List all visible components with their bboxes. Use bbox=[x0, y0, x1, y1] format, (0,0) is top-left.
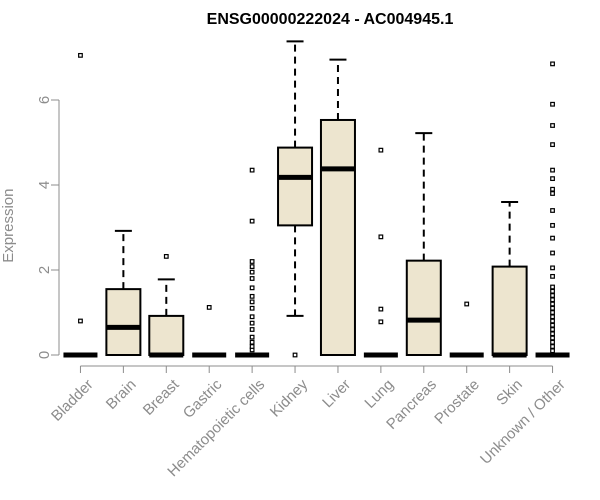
outlier-point bbox=[378, 147, 384, 153]
outlier-point bbox=[78, 52, 83, 58]
outlier-point bbox=[550, 318, 555, 324]
outlier-point bbox=[550, 344, 555, 349]
outlier-point bbox=[550, 61, 555, 67]
outlier-point bbox=[378, 234, 384, 240]
x-tick-label: Liver bbox=[319, 376, 354, 411]
outlier-point bbox=[550, 208, 555, 213]
box-series bbox=[63, 40, 570, 358]
outlier-point bbox=[550, 222, 555, 228]
box-kidney bbox=[277, 40, 314, 358]
outlier-point bbox=[550, 235, 555, 241]
outlier-point bbox=[249, 285, 255, 291]
outlier-point bbox=[249, 293, 255, 299]
y-tick-label: 2 bbox=[36, 266, 53, 274]
outlier-point bbox=[249, 276, 255, 281]
outlier-point bbox=[550, 335, 555, 341]
box-skin bbox=[491, 201, 528, 358]
outlier-point bbox=[550, 186, 555, 192]
outlier-point bbox=[249, 314, 255, 320]
box-iqr bbox=[491, 265, 528, 357]
outlier-point bbox=[249, 305, 255, 311]
outlier-point bbox=[550, 176, 555, 182]
outlier-point bbox=[249, 344, 255, 349]
box-unknown-other bbox=[535, 61, 570, 358]
box-pancreas bbox=[405, 132, 442, 356]
outlier-point bbox=[550, 297, 555, 303]
outlier-point bbox=[550, 284, 555, 290]
box-iqr bbox=[105, 288, 142, 356]
outlier-point bbox=[464, 301, 470, 307]
chart-title: ENSG00000222024 - AC004945.1 bbox=[207, 11, 454, 28]
x-tick-label: Lung bbox=[361, 376, 397, 412]
outlier-point bbox=[249, 259, 255, 264]
outlier-point bbox=[550, 167, 555, 173]
outlier-point bbox=[550, 322, 555, 328]
y-tick-label: 0 bbox=[36, 351, 53, 359]
outlier-point bbox=[550, 101, 555, 107]
outlier-point bbox=[249, 320, 255, 326]
box-lung bbox=[363, 147, 398, 358]
y-tick-label: 4 bbox=[36, 181, 53, 189]
box-hematopoietic-cells bbox=[235, 167, 270, 358]
box-bladder bbox=[63, 52, 98, 358]
x-tick-label: Breast bbox=[140, 376, 183, 419]
outlier-point bbox=[550, 293, 555, 298]
outlier-point bbox=[78, 318, 83, 324]
outlier-point bbox=[550, 301, 555, 307]
outlier-point bbox=[249, 299, 255, 305]
x-tick-label: Brain bbox=[103, 376, 140, 413]
box-prostate bbox=[449, 301, 484, 358]
box-iqr bbox=[148, 314, 185, 356]
box-brain bbox=[105, 229, 142, 356]
box-gastric bbox=[192, 305, 227, 358]
x-tick-label: Kidney bbox=[267, 376, 312, 421]
outlier-point bbox=[550, 191, 555, 196]
outlier-point bbox=[292, 352, 298, 358]
x-tick-label: Skin bbox=[493, 376, 526, 409]
outlier-point bbox=[550, 288, 555, 294]
box-liver bbox=[319, 58, 356, 356]
outlier-point bbox=[249, 218, 255, 224]
box-iqr bbox=[319, 118, 356, 356]
outlier-point bbox=[550, 142, 555, 148]
x-tick-label: Prostate bbox=[431, 376, 483, 428]
outlier-point bbox=[550, 327, 555, 332]
outlier-point bbox=[378, 319, 384, 325]
box-iqr bbox=[405, 259, 442, 356]
outlier-point bbox=[550, 265, 555, 271]
outlier-point bbox=[249, 334, 255, 340]
outlier-point bbox=[249, 339, 255, 345]
outlier-point bbox=[249, 264, 255, 269]
y-axis: 0 2 4 6 bbox=[36, 96, 60, 359]
outlier-point bbox=[550, 339, 555, 345]
x-tick-label: Bladder bbox=[48, 376, 97, 425]
outlier-point bbox=[163, 254, 169, 259]
box-iqr bbox=[277, 146, 314, 227]
y-axis-label: Expression bbox=[0, 189, 17, 263]
box-breast bbox=[148, 254, 185, 358]
outlier-point bbox=[378, 306, 384, 312]
outlier-point bbox=[550, 250, 555, 256]
outlier-point bbox=[249, 327, 255, 332]
outlier-point bbox=[249, 269, 255, 275]
outlier-point bbox=[550, 331, 555, 337]
y-tick-label: 6 bbox=[36, 96, 53, 104]
outlier-point bbox=[550, 273, 555, 279]
outlier-point bbox=[550, 348, 555, 354]
outlier-point bbox=[206, 305, 212, 310]
outlier-point bbox=[249, 167, 255, 173]
outlier-point bbox=[550, 305, 555, 311]
outlier-point bbox=[550, 314, 555, 320]
outlier-point bbox=[550, 123, 555, 128]
outlier-point bbox=[550, 310, 555, 315]
